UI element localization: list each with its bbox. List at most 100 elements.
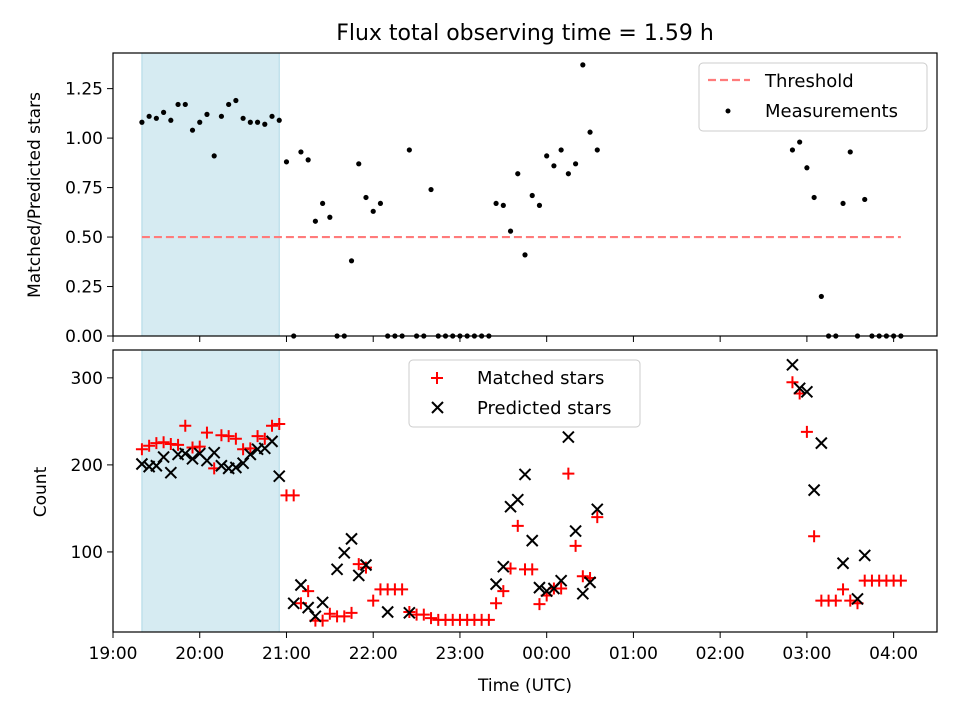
matched-star-point (338, 610, 351, 623)
measurement-point (370, 208, 376, 214)
predicted-star-point (273, 469, 286, 483)
count-legend-box (408, 359, 641, 428)
measurement-point (233, 97, 239, 104)
measurement-point (565, 171, 571, 177)
ratio-y-axis-label: Matched/Predicted stars (25, 92, 45, 298)
measurement-point (536, 202, 543, 208)
threshold-legend-label: Threshold (764, 71, 854, 92)
measurement-point (818, 293, 824, 300)
predicted-star-point (301, 601, 315, 614)
matched-star-point (287, 489, 300, 502)
measurement-point (580, 62, 586, 68)
measurement-point (168, 117, 174, 123)
predicted-star-point (851, 592, 864, 606)
predicted-star-point (800, 385, 814, 398)
y-tick-label: 0.00 (65, 327, 103, 347)
matched-star-point (396, 583, 409, 596)
chart-title: Flux total observing time = 1.59 h (336, 21, 714, 46)
count-marks (135, 358, 907, 627)
count-y-ticks: 100 200 300 (71, 369, 113, 563)
y-tick-label: 100 (71, 543, 103, 563)
predicted-star-point (540, 584, 553, 598)
measurement-point (175, 101, 181, 108)
count-panel: 100 200 300 19:00 20:00 21:00 22:00 23:00 00:00… (31, 349, 938, 696)
count-x-ticks: 19:00 20:00 21:00 22:00 23:00 00:00 01:00 02:00… (89, 632, 918, 664)
matched-star-point (829, 594, 842, 607)
matched-star-point (555, 582, 568, 595)
matched-star-point (367, 594, 380, 607)
y-tick-label: 1.25 (65, 80, 103, 100)
measurement-point (558, 147, 564, 153)
matched-star-point (266, 419, 279, 432)
measurement-point (363, 194, 369, 201)
matched-star-point (273, 417, 286, 430)
measurement-point (493, 200, 499, 207)
predicted-star-point (309, 610, 322, 623)
measurement-point (204, 111, 210, 117)
measurement-point (153, 115, 159, 121)
predicted-star-point (576, 587, 590, 600)
predicted-star-point (489, 577, 503, 591)
predicted-star-point (265, 435, 279, 448)
matched-star-point (323, 607, 336, 620)
measurement-point (197, 119, 203, 125)
measurement-point (428, 186, 434, 193)
matched-star-point (786, 376, 799, 389)
measurement-point (500, 202, 506, 208)
measurement-point (348, 258, 355, 264)
ratio-panel: 0.00 0.25 0.50 0.75 1.00 1.25 Matched/Predict… (25, 52, 938, 347)
measurement-point (211, 153, 217, 159)
ratio-x-ticks (112, 336, 895, 342)
matched-star-point (511, 519, 524, 532)
matched-star-point (302, 585, 315, 598)
matched-star-point (244, 442, 257, 455)
matched-star-point (576, 570, 589, 583)
measurement-point (320, 200, 326, 207)
predicted-star-point (511, 493, 524, 506)
matched-legend-label: Matched stars (477, 368, 604, 389)
count-axes-frame (112, 349, 938, 633)
predicted-star-point (294, 578, 308, 592)
predicted-star-point (330, 563, 344, 576)
predicted-star-point (786, 358, 799, 372)
predicted-star-point (554, 574, 568, 587)
matched-star-point (417, 608, 430, 621)
measurement-point (406, 147, 412, 153)
predicted-star-point (569, 524, 582, 538)
matched-star-point (569, 539, 582, 552)
predicted-star-point (352, 569, 365, 582)
predicted-star-point (236, 456, 250, 470)
matched-star-point (143, 439, 156, 452)
predicted-star-point (316, 596, 329, 609)
predicted-star-point (244, 448, 257, 461)
measurement-point (594, 147, 600, 153)
x-tick-label: 23:00 (435, 644, 484, 664)
predicted-star-point (815, 436, 828, 450)
matched-star-point (157, 436, 170, 449)
matched-star-point (894, 574, 907, 587)
matched-star-point (135, 443, 148, 456)
measurement-point (247, 119, 253, 125)
x-tick-label: 03:00 (782, 644, 831, 664)
predicted-star-point (381, 605, 394, 619)
predicted-star-point (359, 558, 373, 572)
measurement-point (522, 252, 528, 258)
measurement-point (218, 113, 225, 119)
measurement-point (276, 117, 282, 123)
y-tick-label: 200 (71, 456, 103, 476)
matched-star-point (497, 585, 510, 598)
measurements-legend-swatch (725, 108, 731, 114)
measurement-point (226, 101, 232, 108)
x-tick-label: 20:00 (175, 644, 224, 664)
predicted-star-point (345, 532, 358, 546)
ratio-shaded-region (141, 52, 280, 337)
measurement-point (789, 147, 796, 153)
measurement-point (507, 228, 514, 234)
measurement-point (811, 194, 817, 201)
matched-star-point (504, 562, 517, 575)
measurement-point (189, 127, 196, 133)
predicted-star-point (518, 468, 532, 481)
predicted-star-point (186, 452, 199, 466)
matched-star-point (591, 511, 604, 524)
ratio-legend: Threshold Measurements (698, 62, 928, 132)
